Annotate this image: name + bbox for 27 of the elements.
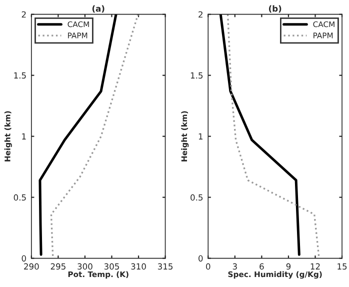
y-tick-label: 1.5 — [14, 72, 26, 79]
y-tick-label: 1 — [198, 133, 203, 140]
x-tick-label: 6 — [260, 263, 264, 270]
y-tick-label: 0.5 — [14, 194, 26, 201]
chart-title: (a) — [92, 5, 104, 13]
x-tick-label: 0 — [206, 263, 210, 270]
y-tick-label: 0 — [22, 255, 26, 262]
x-tick-label: 12 — [310, 263, 320, 270]
line-series — [219, 14, 300, 256]
x-tick-label: 9 — [286, 263, 291, 270]
y-tick-label: 0 — [198, 255, 203, 262]
y-tick-label: 2 — [198, 11, 202, 18]
y-tick-label: 0.5 — [190, 194, 203, 201]
x-tick-label: 300 — [78, 263, 92, 270]
x-tick-label: 310 — [131, 263, 146, 270]
line-series — [50, 14, 139, 257]
chart-title: (b) — [269, 5, 282, 13]
line-series — [38, 14, 118, 256]
x-tick-label: 3 — [232, 263, 237, 270]
y-tick-label: 1.5 — [190, 72, 203, 79]
x-tick-label: 295 — [50, 263, 66, 270]
x-tick-label: 305 — [104, 263, 119, 270]
x-tick-label: 290 — [24, 263, 39, 270]
x-tick-label: 315 — [158, 263, 173, 270]
y-tick-label: 2 — [22, 11, 26, 18]
x-tick-label: 15 — [338, 263, 347, 270]
y-tick-label: 1 — [22, 133, 26, 140]
